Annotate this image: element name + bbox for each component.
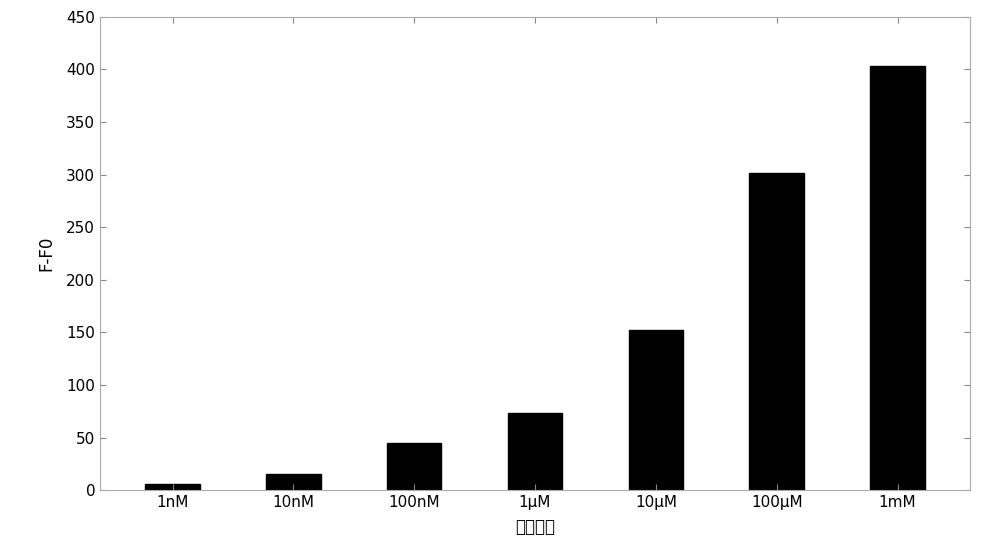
Bar [266,475,321,490]
Bar [870,66,925,490]
Y-axis label: F-F0: F-F0 [37,236,55,271]
Bar [749,173,804,490]
Bar [145,484,200,490]
Bar [508,413,562,490]
Bar [387,443,441,490]
Bar [629,330,683,490]
X-axis label: 不同浓度: 不同浓度 [515,519,555,536]
